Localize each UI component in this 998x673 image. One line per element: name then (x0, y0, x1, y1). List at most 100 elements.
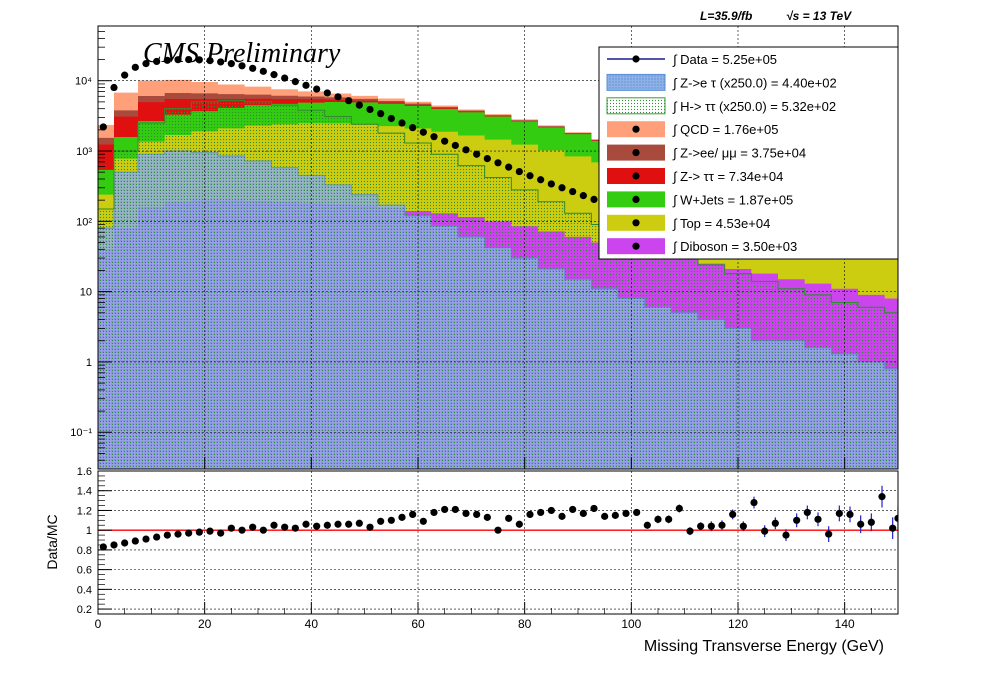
legend-label: ∫ Z->e τ (x250.0) = 4.40e+02 (672, 75, 837, 90)
data-point (473, 150, 481, 158)
ratio-point (537, 508, 545, 517)
data-point (99, 123, 107, 131)
legend-swatch (606, 73, 666, 91)
data-point (131, 63, 139, 71)
signal-h-tautau (98, 100, 898, 469)
data-point (377, 110, 385, 118)
data-point (398, 119, 406, 127)
data-point (281, 74, 289, 82)
main-y-axis: 10⁻¹ 1 10 10² 10³ 10⁴ (70, 25, 846, 470)
ratio-x-tick-label: 0 (95, 617, 102, 631)
lumi-text: L=35.9/fb (700, 9, 752, 23)
ratio-point (163, 531, 171, 539)
ratio-point (558, 512, 566, 520)
data-point (313, 85, 321, 93)
data-point (590, 195, 598, 204)
ratio-point (451, 505, 459, 514)
data-point (494, 159, 502, 167)
ratio-point (526, 510, 534, 518)
data-point (515, 167, 523, 176)
main-y-tick-label: 10 (80, 287, 92, 299)
ratio-y-label: Data/MC (44, 514, 60, 569)
ratio-point (835, 509, 843, 518)
legend-swatch (606, 97, 666, 115)
ratio-point (387, 516, 395, 524)
data-point (110, 83, 118, 92)
ratio-point (174, 530, 182, 538)
data-point (142, 60, 150, 68)
ratio-point (665, 515, 673, 523)
ratio-x-tick-label: 40 (305, 617, 319, 631)
ratio-x-axis: 0 20 40 60 80 100 120 140 (95, 602, 872, 631)
ratio-x-tick-label: 120 (728, 617, 748, 631)
ratio-y-tick-label: 0.2 (77, 604, 92, 616)
ratio-point (654, 515, 662, 523)
data-point (345, 97, 353, 105)
data-point (387, 114, 395, 123)
main-y-tick-label: 10⁻¹ (70, 427, 92, 439)
ratio-x-tick-label: 60 (411, 617, 425, 631)
ratio-point (355, 519, 363, 527)
data-point (441, 137, 449, 145)
ratio-y-axis: 0.2 0.4 0.6 0.8 1 1.2 1.4 1.6 (77, 466, 112, 616)
ratio-point (409, 510, 417, 518)
legend-label: ∫ Top = 4.53e+04 (672, 216, 770, 231)
ratio-point (846, 510, 854, 518)
legend-marker (632, 149, 640, 157)
ratio-point (803, 508, 811, 517)
ratio-point (206, 527, 214, 535)
ratio-point (515, 520, 523, 528)
data-point (121, 71, 129, 79)
ratio-point (323, 521, 331, 529)
ratio-point (878, 493, 886, 501)
legend-label: ∫ Data = 5.25e+05 (672, 52, 777, 67)
legend-entry: ∫ Diboson = 3.50e+03 (607, 238, 797, 255)
ratio-y-tick-label: 0.4 (77, 584, 92, 596)
ratio-x-tick-label: 140 (835, 617, 855, 631)
main-y-tick-label: 10² (76, 216, 92, 228)
data-point (195, 56, 203, 64)
data-point (217, 58, 225, 66)
ratio-x-tick-label: 20 (198, 617, 212, 631)
ratio-point (782, 531, 790, 539)
data-point (323, 89, 331, 97)
ratio-points (98, 485, 898, 551)
ratio-y-tick-label: 0.6 (77, 565, 92, 577)
data-point (430, 133, 438, 141)
data-point (558, 184, 566, 192)
legend-entry: ∫ Top = 4.53e+04 (607, 214, 770, 231)
legend-marker (632, 172, 640, 180)
main-y-tick-label: 10⁴ (75, 76, 92, 88)
legend-entry: ∫ QCD = 1.76e+05 (607, 121, 778, 138)
data-point (163, 56, 171, 64)
data-point (238, 62, 246, 70)
ratio-point (270, 521, 278, 529)
ratio-y-tick-label: 0.8 (77, 545, 92, 557)
ratio-point (121, 539, 129, 547)
data-point (153, 57, 161, 66)
ratio-point (483, 513, 491, 521)
data-point (526, 172, 534, 180)
ratio-point (302, 520, 310, 528)
data-point (462, 146, 470, 154)
ratio-point (430, 508, 438, 517)
ratio-plot: 0.2 0.4 0.6 0.8 1 1.2 1.4 1.6 0 20 40 60 80 100 120 14… (44, 466, 899, 655)
ratio-point (697, 522, 705, 530)
legend-label: ∫ Z-> ττ = 7.34e+04 (672, 169, 783, 184)
ratio-point (611, 511, 619, 519)
data-point (185, 55, 193, 64)
ratio-point (569, 505, 577, 514)
ratio-point (142, 535, 150, 543)
ratio-point (131, 537, 139, 545)
data-point (569, 187, 577, 196)
ratio-y-tick-label: 1.2 (77, 505, 92, 517)
ratio-point (547, 506, 555, 515)
ratio-point (739, 522, 747, 530)
data-point (302, 81, 310, 89)
legend-entry: ∫ Z-> ττ = 7.34e+04 (607, 168, 783, 184)
ratio-point (505, 514, 513, 522)
ratio-point (707, 522, 715, 530)
data-point (291, 78, 299, 86)
ratio-point (110, 541, 118, 549)
ratio-point (750, 498, 758, 507)
